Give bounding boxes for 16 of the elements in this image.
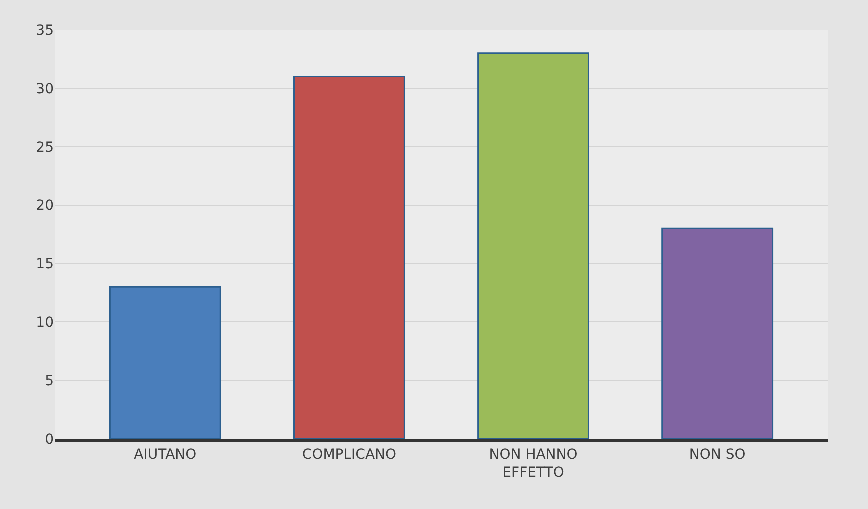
y-tick-label: 15 <box>36 256 54 273</box>
y-tick-label: 35 <box>36 22 54 39</box>
bar <box>478 52 590 439</box>
y-tick-label: 20 <box>36 198 54 214</box>
x-tick-label: NON SO <box>689 446 746 463</box>
x-tick-label: COMPLICANO <box>302 446 397 463</box>
bar <box>294 76 406 439</box>
y-tick-label: 30 <box>36 81 54 98</box>
y-tick-label: 25 <box>36 140 54 156</box>
y-tick-label: 0 <box>45 432 54 448</box>
y-tick-label: 5 <box>45 373 54 390</box>
x-tick-label: AIUTANO <box>134 446 197 463</box>
y-tick-label: 10 <box>36 315 54 332</box>
x-tick-label: NON HANNO EFFETTO <box>489 446 578 481</box>
bar <box>662 228 774 439</box>
bar <box>109 286 222 439</box>
